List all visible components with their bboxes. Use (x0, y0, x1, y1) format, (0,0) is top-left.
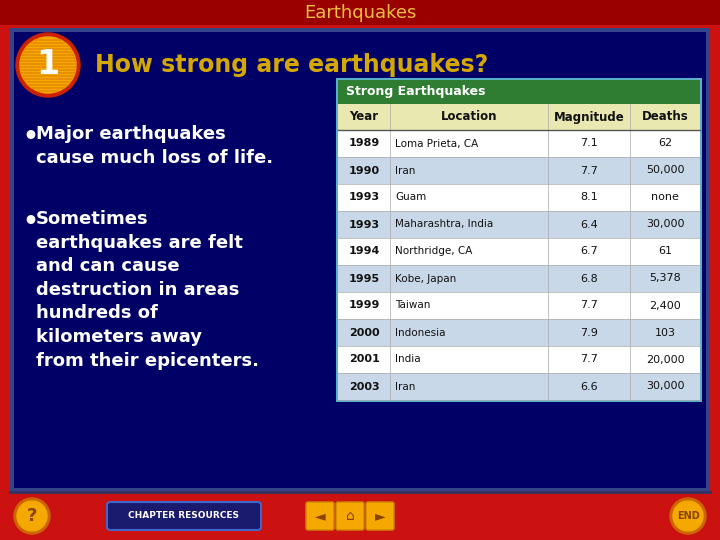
Text: Strong Earthquakes: Strong Earthquakes (346, 85, 485, 98)
Text: Indonesia: Indonesia (395, 327, 446, 338)
Text: 2000: 2000 (348, 327, 379, 338)
Text: •: • (22, 125, 38, 149)
Text: India: India (395, 354, 420, 364)
Text: •: • (22, 210, 38, 234)
Circle shape (20, 37, 76, 93)
Text: Sometimes
earthquakes are felt
and can cause
destruction in areas
hundreds of
ki: Sometimes earthquakes are felt and can c… (36, 210, 259, 369)
Text: 1993: 1993 (348, 219, 379, 230)
Text: 6.7: 6.7 (580, 246, 598, 256)
FancyBboxPatch shape (336, 502, 364, 530)
Bar (336, 78, 702, 402)
Text: 5,378: 5,378 (649, 273, 681, 284)
Bar (338, 319, 700, 346)
Text: none: none (651, 192, 679, 202)
Text: 7.9: 7.9 (580, 327, 598, 338)
Text: Magnitude: Magnitude (554, 111, 624, 124)
Text: ◄: ◄ (315, 509, 325, 523)
Text: Earthquakes: Earthquakes (304, 4, 416, 22)
Text: ►: ► (374, 509, 385, 523)
Text: 1: 1 (37, 49, 60, 82)
Circle shape (673, 501, 703, 531)
Bar (338, 346, 700, 373)
Text: 61: 61 (658, 246, 672, 256)
Bar (338, 265, 700, 292)
Text: Deaths: Deaths (642, 111, 688, 124)
Text: Northridge, CA: Northridge, CA (395, 246, 472, 256)
Text: 1989: 1989 (348, 138, 379, 149)
Text: 1990: 1990 (348, 165, 379, 176)
Circle shape (670, 498, 706, 534)
Text: 2,400: 2,400 (649, 300, 681, 310)
Text: 30,000: 30,000 (646, 381, 684, 391)
Bar (338, 238, 700, 265)
Text: 2003: 2003 (348, 381, 379, 391)
Text: 1994: 1994 (348, 246, 379, 256)
Circle shape (14, 498, 50, 534)
Text: 6.8: 6.8 (580, 273, 598, 284)
Bar (0, 492, 720, 540)
Text: Location: Location (441, 111, 498, 124)
Circle shape (16, 33, 80, 97)
Text: 2001: 2001 (348, 354, 379, 364)
Bar (338, 80, 700, 104)
Text: Iran: Iran (395, 165, 415, 176)
Text: 6.4: 6.4 (580, 219, 598, 230)
Text: How strong are earthquakes?: How strong are earthquakes? (95, 53, 488, 77)
Bar (14, 32, 706, 488)
Bar (10, 28, 710, 492)
FancyBboxPatch shape (107, 502, 261, 530)
Bar (338, 292, 700, 319)
Text: CHAPTER RESOURCES: CHAPTER RESOURCES (128, 511, 240, 521)
Bar (0, 0, 720, 25)
Text: ⌂: ⌂ (346, 509, 354, 523)
Text: Taiwan: Taiwan (395, 300, 431, 310)
Text: 103: 103 (654, 327, 675, 338)
Bar (338, 211, 700, 238)
Bar (338, 80, 700, 400)
Text: 1993: 1993 (348, 192, 379, 202)
Text: ?: ? (27, 507, 37, 525)
FancyBboxPatch shape (306, 502, 334, 530)
Text: Year: Year (349, 111, 379, 124)
Text: Iran: Iran (395, 381, 415, 391)
FancyBboxPatch shape (366, 502, 394, 530)
Text: 8.1: 8.1 (580, 192, 598, 202)
Text: Guam: Guam (395, 192, 426, 202)
Bar (338, 104, 700, 130)
Text: Loma Prieta, CA: Loma Prieta, CA (395, 138, 478, 149)
Text: Kobe, Japan: Kobe, Japan (395, 273, 456, 284)
Text: Major earthquakes
cause much loss of life.: Major earthquakes cause much loss of lif… (36, 125, 273, 167)
Text: 50,000: 50,000 (646, 165, 684, 176)
Circle shape (17, 501, 47, 531)
Text: 20,000: 20,000 (646, 354, 684, 364)
Text: 6.6: 6.6 (580, 381, 598, 391)
Text: Maharashtra, India: Maharashtra, India (395, 219, 493, 230)
Text: 7.7: 7.7 (580, 354, 598, 364)
Text: 1999: 1999 (348, 300, 379, 310)
Text: 7.1: 7.1 (580, 138, 598, 149)
Text: 1995: 1995 (348, 273, 379, 284)
Text: 30,000: 30,000 (646, 219, 684, 230)
Text: 7.7: 7.7 (580, 165, 598, 176)
Bar (338, 373, 700, 400)
Text: END: END (677, 511, 699, 521)
Bar (338, 157, 700, 184)
Text: 7.7: 7.7 (580, 300, 598, 310)
Bar (338, 184, 700, 211)
Bar (338, 130, 700, 157)
Text: 62: 62 (658, 138, 672, 149)
